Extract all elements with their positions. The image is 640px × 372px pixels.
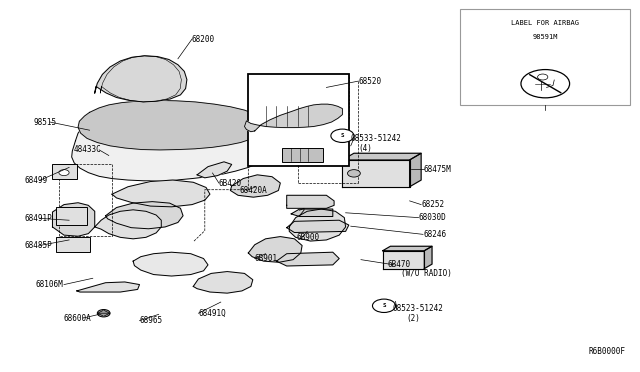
Text: 6B470: 6B470	[388, 260, 411, 269]
Polygon shape	[342, 153, 421, 160]
Text: 08523-51242: 08523-51242	[392, 304, 443, 313]
Text: 68106M: 68106M	[35, 280, 63, 289]
Bar	[248, 74, 349, 166]
Text: 68499: 68499	[24, 176, 47, 185]
Text: 68600A: 68600A	[64, 314, 92, 323]
Polygon shape	[383, 246, 432, 251]
Circle shape	[97, 310, 110, 317]
Text: 68200: 68200	[192, 35, 215, 44]
Polygon shape	[77, 282, 140, 292]
Circle shape	[331, 129, 354, 142]
Polygon shape	[95, 210, 161, 239]
Circle shape	[348, 170, 360, 177]
Polygon shape	[230, 175, 280, 197]
Text: 98591M: 98591M	[532, 34, 557, 40]
Polygon shape	[276, 252, 339, 266]
Text: 6B900: 6B900	[296, 233, 319, 242]
Polygon shape	[72, 109, 282, 181]
Polygon shape	[106, 202, 183, 229]
Text: 08533-51242: 08533-51242	[351, 134, 401, 143]
Text: (2): (2)	[406, 314, 420, 323]
Text: 68520: 68520	[358, 77, 381, 86]
Polygon shape	[287, 195, 334, 208]
Polygon shape	[289, 209, 346, 241]
Polygon shape	[197, 162, 232, 178]
Text: 68475M: 68475M	[424, 165, 451, 174]
Text: LABEL FOR AIRBAG: LABEL FOR AIRBAG	[511, 20, 579, 26]
Bar	[56, 207, 87, 225]
Polygon shape	[410, 153, 421, 187]
Text: (4): (4)	[358, 144, 372, 153]
Polygon shape	[287, 220, 349, 232]
Text: 68030D: 68030D	[419, 213, 446, 222]
Text: R6B0000F: R6B0000F	[589, 347, 626, 356]
Text: S: S	[382, 303, 386, 308]
Polygon shape	[52, 203, 95, 236]
Text: 68485P: 68485P	[24, 241, 52, 250]
Polygon shape	[342, 160, 410, 187]
Text: S: S	[340, 133, 344, 138]
Text: 6B901: 6B901	[255, 254, 278, 263]
Bar	[56, 237, 90, 252]
Polygon shape	[193, 272, 253, 293]
Polygon shape	[291, 209, 333, 217]
Text: 68246: 68246	[423, 230, 446, 239]
Polygon shape	[112, 180, 210, 207]
Bar	[460, 9, 630, 105]
Text: 6B420: 6B420	[219, 179, 242, 187]
Polygon shape	[424, 246, 432, 269]
Circle shape	[59, 170, 69, 176]
Bar	[282, 148, 323, 162]
Polygon shape	[78, 100, 266, 150]
Text: 68420A: 68420A	[240, 186, 268, 195]
Polygon shape	[95, 56, 187, 102]
Polygon shape	[133, 252, 208, 276]
Polygon shape	[383, 251, 424, 269]
Circle shape	[521, 70, 570, 98]
Text: 48433C: 48433C	[74, 145, 101, 154]
Text: 98515: 98515	[33, 118, 56, 126]
Text: (W/O RADIO): (W/O RADIO)	[401, 269, 451, 278]
Text: 68252: 68252	[421, 200, 444, 209]
Circle shape	[372, 299, 396, 312]
Polygon shape	[248, 237, 302, 262]
Bar	[52, 164, 77, 179]
Polygon shape	[244, 104, 342, 132]
Text: 68491Q: 68491Q	[198, 309, 226, 318]
Text: 68965: 68965	[140, 316, 163, 325]
Text: 68491P: 68491P	[24, 214, 52, 223]
